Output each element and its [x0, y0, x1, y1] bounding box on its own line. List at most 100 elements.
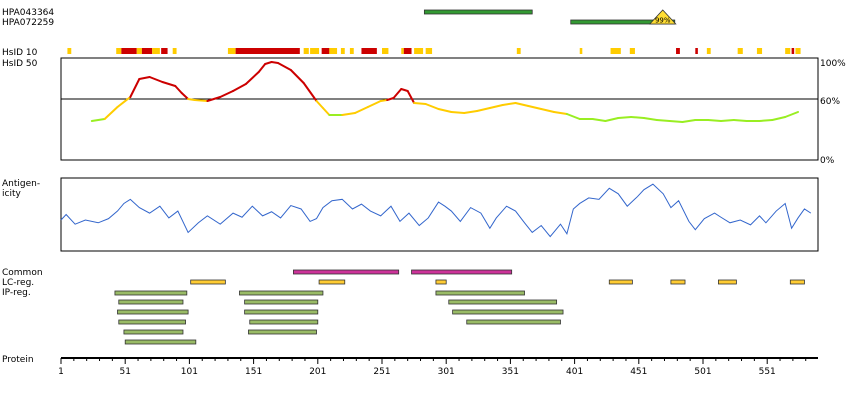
protein-axis-tick-label: 401	[566, 367, 583, 377]
identity-profile-segment	[617, 116, 633, 119]
hsid10-block	[756, 48, 763, 54]
identity-profile-segment	[681, 119, 697, 123]
identity-profile-segment	[193, 99, 209, 102]
identity-profile-segment	[437, 108, 453, 113]
identity-profile-segment	[321, 107, 331, 116]
identity-profile-segment	[232, 83, 247, 92]
hsid10-block	[676, 48, 680, 54]
ip-region-bar	[466, 319, 561, 325]
hsid10-block	[116, 48, 122, 54]
ip-reg-label: IP-reg.	[2, 288, 31, 298]
hsid10-block	[303, 48, 309, 54]
ip-region-bar	[248, 329, 317, 335]
identity-profile-segment	[148, 76, 164, 83]
ip-region-bar	[448, 299, 558, 305]
protein-axis-tick-label: 201	[309, 367, 326, 377]
ip-region-bar	[249, 319, 319, 325]
identity-profile-segment	[354, 106, 369, 114]
identity-profile-segment	[366, 100, 382, 108]
identity-profile-segment	[219, 90, 235, 98]
identity-profile-segment	[244, 71, 260, 85]
identity-profile-segment	[630, 116, 645, 119]
lc-region-bar	[670, 279, 686, 285]
identity-profile-segment	[90, 118, 106, 122]
identity-profile-segment	[400, 88, 409, 92]
hsid10-block	[610, 48, 621, 54]
hsid10-block	[414, 48, 424, 54]
hsid10-block	[172, 48, 177, 54]
identity-profile-segment	[488, 104, 504, 109]
identity-profile-segment	[206, 96, 222, 102]
identity-profile-segment	[174, 85, 183, 94]
identity-ytick-100: 100%	[820, 59, 846, 69]
identity-profile-segment	[276, 62, 292, 71]
lc-region-bar	[435, 279, 447, 285]
identity-profile-segment	[540, 108, 556, 113]
identity-profile-segment	[476, 107, 491, 112]
common-region-bar	[411, 269, 513, 275]
ip-region-bar	[123, 329, 184, 335]
identity-profile-segment	[655, 119, 671, 122]
hsid10-block	[67, 48, 72, 54]
hsid10-block	[161, 48, 168, 54]
lc-region-bar	[789, 279, 805, 285]
ip-region-bar	[124, 339, 197, 345]
ip-region-bar	[114, 290, 188, 296]
hsid10-block	[706, 48, 711, 54]
identity-profile-segment	[501, 102, 517, 106]
hsid10-block	[695, 48, 698, 54]
identity-profile-segment	[116, 96, 132, 108]
hsid10-block	[785, 48, 791, 54]
hsid10-block	[361, 48, 377, 54]
hsid10-block	[403, 48, 412, 54]
hsid50-label: HsID 50	[2, 59, 38, 69]
lc-reg-label: LC-reg.	[2, 278, 34, 288]
protein-axis-tick-label: 251	[373, 367, 390, 377]
hsid10-block	[382, 48, 389, 54]
identity-profile-segment	[386, 97, 395, 101]
antibody-target-bar	[570, 19, 676, 25]
identity-profile-segment	[187, 98, 196, 101]
identity-badge	[648, 9, 677, 25]
hsid10-block	[121, 48, 137, 54]
ip-region-bar	[452, 309, 564, 315]
identity-profile-segment	[784, 111, 800, 118]
hsid10-block	[516, 48, 521, 54]
hsid10-block	[152, 48, 160, 54]
hsid10-block	[791, 48, 795, 54]
hsid10-block	[141, 48, 153, 54]
protein-axis-tick-label: 301	[438, 367, 455, 377]
identity-profile-segment	[103, 106, 119, 120]
antigenicity-panel-frame	[60, 177, 819, 252]
common-label: Common	[2, 268, 43, 278]
antibody-target-bar	[423, 9, 533, 15]
protein-axis-tick-label: 451	[630, 367, 647, 377]
common-region-bar	[293, 269, 400, 275]
identity-profile-segment	[565, 113, 581, 120]
antigenicity-profile-line	[60, 183, 812, 238]
hsid10-block	[737, 48, 743, 54]
identity-profile-segment	[161, 81, 177, 87]
identity-profile-segment	[450, 111, 466, 114]
hsid10-block	[329, 48, 338, 54]
identity-profile-segment	[707, 119, 722, 122]
protein-axis-tick-label: 551	[759, 367, 776, 377]
identity-profile-segment	[732, 119, 748, 122]
antigenicity-label-line1: Antigen-	[2, 179, 40, 189]
hsid10-block	[310, 48, 320, 54]
lc-region-bar	[318, 279, 346, 285]
identity-profile-segment	[289, 69, 305, 84]
ip-region-bar	[244, 309, 319, 315]
hsid10-block	[579, 48, 583, 54]
identity-profile-segment	[379, 99, 389, 102]
identity-profile-segment	[129, 78, 141, 98]
identity-profile-segment	[758, 119, 774, 122]
hsid10-block	[340, 48, 345, 54]
ip-region-bar	[117, 309, 189, 315]
identity-profile-segment	[424, 103, 440, 110]
antigenicity-label-line2: icity	[2, 189, 21, 199]
antibody-label-2: HPA072259	[2, 18, 54, 28]
identity-ytick-60: 60%	[820, 97, 840, 107]
